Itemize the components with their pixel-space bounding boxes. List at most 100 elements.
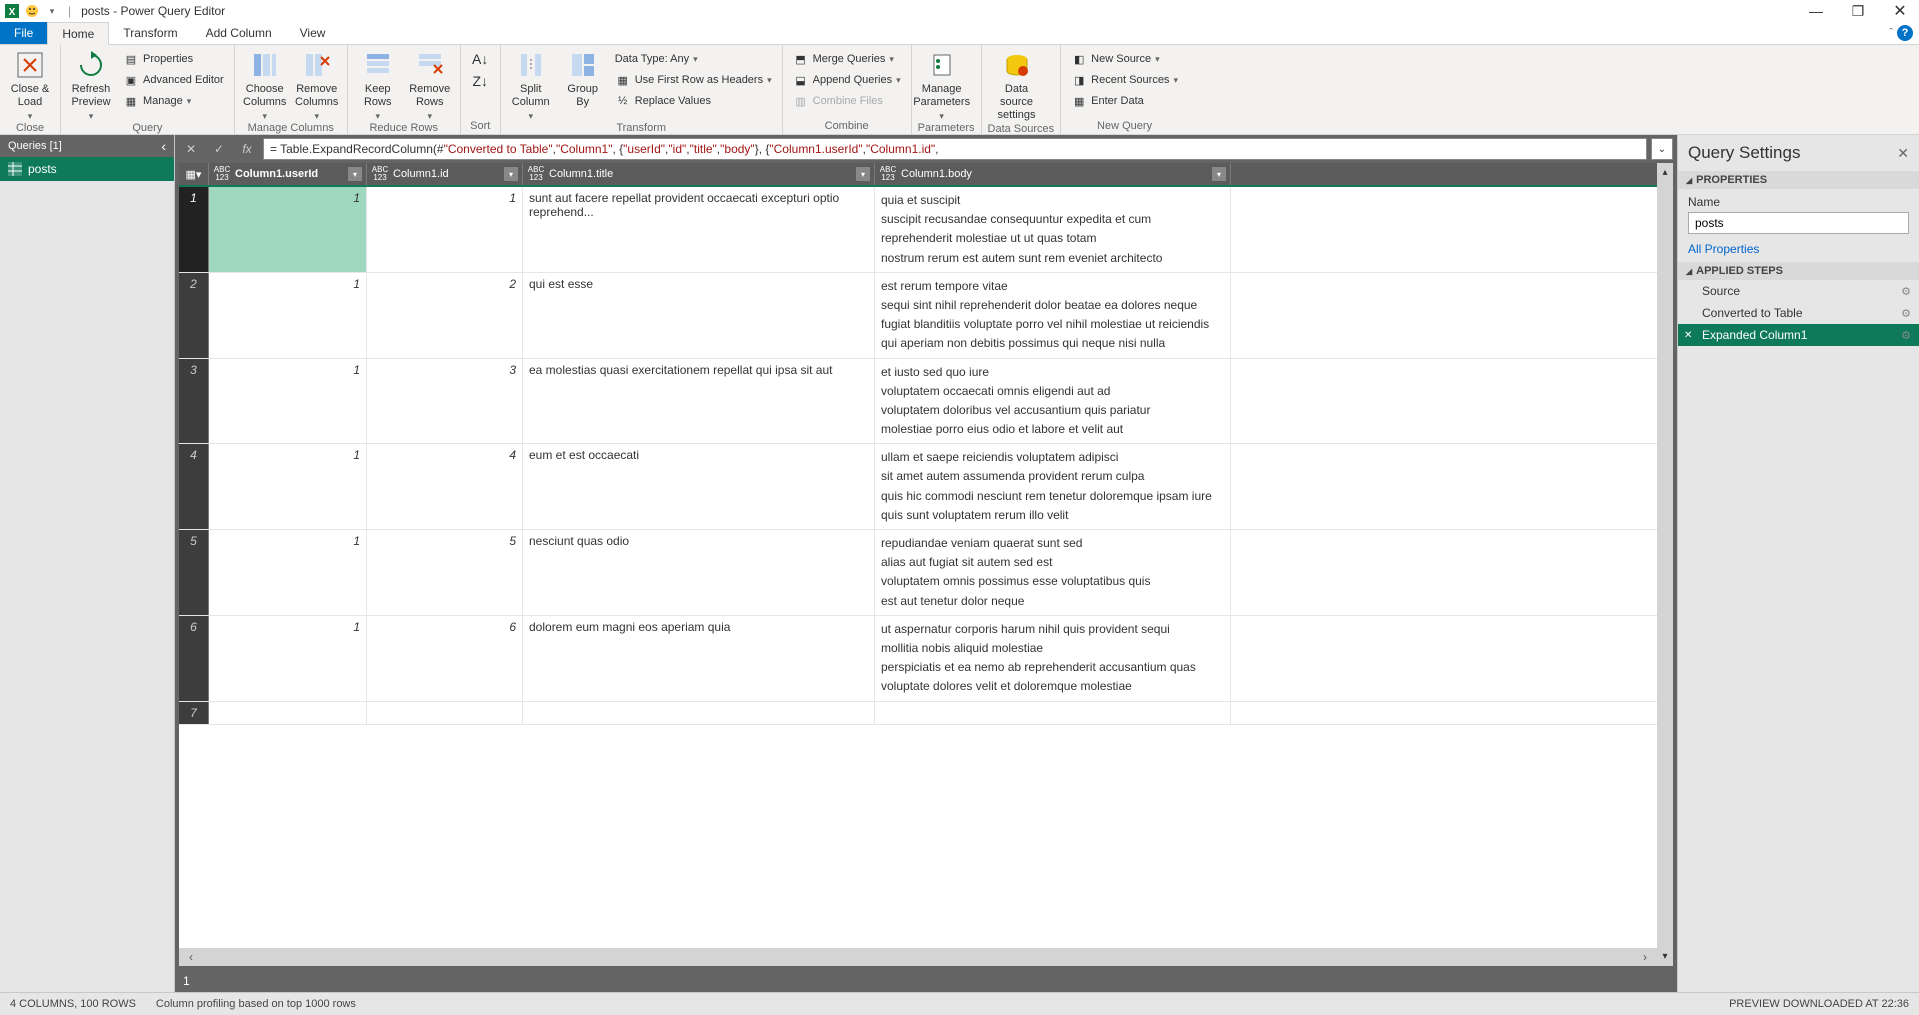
cell-userid[interactable]: 1 (209, 616, 367, 701)
applied-step[interactable]: Source⚙ (1678, 280, 1919, 302)
cell-id[interactable] (367, 702, 523, 724)
tab-view[interactable]: View (286, 22, 340, 44)
manage-button[interactable]: ▦Manage (119, 91, 228, 111)
manage-parameters-button[interactable]: Manage Parameters (918, 47, 966, 122)
formula-input[interactable]: = Table.ExpandRecordColumn(# "Converted … (263, 138, 1647, 160)
query-item-posts[interactable]: posts (0, 157, 174, 181)
table-row[interactable]: 313ea molestias quasi exercitationem rep… (179, 359, 1657, 445)
table-options-icon[interactable]: ▦▾ (179, 163, 209, 185)
scroll-up-icon[interactable]: ▴ (1662, 167, 1667, 178)
combine-files-button[interactable]: ▥Combine Files (789, 91, 905, 111)
cell-title[interactable]: ea molestias quasi exercitationem repell… (523, 359, 875, 444)
horizontal-scrollbar[interactable]: ‹ › (179, 948, 1657, 966)
column-header-body[interactable]: ABC123 Column1.body ▾ (875, 163, 1231, 185)
query-name-input[interactable] (1688, 212, 1909, 234)
tab-transform[interactable]: Transform (109, 22, 191, 44)
tab-file[interactable]: File (0, 22, 47, 44)
group-by-button[interactable]: Group By (559, 47, 607, 122)
gear-icon[interactable]: ⚙ (1901, 285, 1911, 298)
append-queries-button[interactable]: ⬓Append Queries (789, 70, 905, 90)
cell-id[interactable]: 5 (367, 530, 523, 615)
data-type-button[interactable]: Data Type: Any (611, 49, 776, 69)
merge-queries-button[interactable]: ⬒Merge Queries (789, 49, 905, 69)
filter-icon[interactable]: ▾ (856, 167, 870, 181)
formula-cancel-icon[interactable]: ✕ (179, 138, 203, 160)
cell-id[interactable]: 6 (367, 616, 523, 701)
column-header-id[interactable]: ABC123 Column1.id ▾ (367, 163, 523, 185)
cell-title[interactable] (523, 702, 875, 724)
gear-icon[interactable]: ⚙ (1901, 307, 1911, 320)
cell-id[interactable]: 3 (367, 359, 523, 444)
qat-dropdown[interactable]: ▾ (44, 3, 60, 19)
replace-values-button[interactable]: ½Replace Values (611, 91, 776, 111)
tab-add-column[interactable]: Add Column (192, 22, 286, 44)
table-row[interactable]: 111sunt aut facere repellat provident oc… (179, 187, 1657, 273)
sort-asc-button[interactable]: A↓ (472, 51, 488, 67)
recent-sources-button[interactable]: ◨Recent Sources (1067, 70, 1182, 90)
cell-title[interactable]: qui est esse (523, 273, 875, 358)
advanced-editor-button[interactable]: ▣Advanced Editor (119, 70, 228, 90)
smiley-icon[interactable] (24, 3, 40, 19)
cell-title[interactable]: sunt aut facere repellat provident occae… (523, 187, 875, 272)
table-row[interactable]: 212qui est esseest rerum tempore vitae s… (179, 273, 1657, 359)
cell-userid[interactable]: 1 (209, 530, 367, 615)
cell-body[interactable]: ullam et saepe reiciendis voluptatem adi… (875, 444, 1231, 529)
queries-collapse-icon[interactable]: ‹ (161, 138, 166, 154)
cell-userid[interactable] (209, 702, 367, 724)
formula-accept-icon[interactable]: ✓ (207, 138, 231, 160)
enter-data-button[interactable]: ▦Enter Data (1067, 91, 1182, 111)
data-source-settings-button[interactable]: Data source settings (988, 47, 1046, 123)
settings-close-icon[interactable]: ✕ (1897, 145, 1909, 162)
help-icon[interactable]: ? (1897, 25, 1913, 41)
column-header-title[interactable]: ABC123 Column1.title ▾ (523, 163, 875, 185)
remove-columns-button[interactable]: Remove Columns (293, 47, 341, 122)
properties-button[interactable]: ▤Properties (119, 49, 228, 69)
table-row[interactable]: 515nesciunt quas odiorepudiandae veniam … (179, 530, 1657, 616)
remove-rows-button[interactable]: Remove Rows (406, 47, 454, 122)
scroll-left-icon[interactable]: ‹ (183, 950, 199, 964)
minimize-button[interactable]: — (1801, 1, 1831, 21)
cell-body[interactable]: est rerum tempore vitae sequi sint nihil… (875, 273, 1231, 358)
formula-expand-icon[interactable]: ⌄ (1651, 138, 1673, 160)
table-row[interactable]: 616dolorem eum magni eos aperiam quiaut … (179, 616, 1657, 702)
formula-fx-icon[interactable]: fx (235, 138, 259, 160)
cell-title[interactable]: dolorem eum magni eos aperiam quia (523, 616, 875, 701)
tab-home[interactable]: Home (47, 22, 109, 45)
column-header-userid[interactable]: ABC123 Column1.userId ▾ (209, 163, 367, 185)
cell-body[interactable]: et iusto sed quo iure voluptatem occaeca… (875, 359, 1231, 444)
split-column-button[interactable]: Split Column (507, 47, 555, 122)
gear-icon[interactable]: ⚙ (1901, 329, 1911, 342)
cell-userid[interactable]: 1 (209, 273, 367, 358)
new-source-button[interactable]: ◧New Source (1067, 49, 1182, 69)
table-row[interactable]: 414eum et est occaecatiullam et saepe re… (179, 444, 1657, 530)
cell-title[interactable]: eum et est occaecati (523, 444, 875, 529)
filter-icon[interactable]: ▾ (348, 167, 362, 181)
cell-userid[interactable]: 1 (209, 187, 367, 272)
close-button[interactable]: ✕ (1885, 1, 1915, 21)
filter-icon[interactable]: ▾ (1212, 167, 1226, 181)
all-properties-link[interactable]: All Properties (1688, 242, 1909, 256)
close-load-button[interactable]: Close & Load (6, 47, 54, 122)
cell-body[interactable] (875, 702, 1231, 724)
cell-body[interactable]: repudiandae veniam quaerat sunt sed alia… (875, 530, 1231, 615)
cell-id[interactable]: 2 (367, 273, 523, 358)
applied-steps-header[interactable]: APPLIED STEPS (1678, 262, 1919, 280)
scroll-right-icon[interactable]: › (1637, 950, 1653, 964)
choose-columns-button[interactable]: Choose Columns (241, 47, 289, 122)
ribbon-collapse-icon[interactable]: ˆ (1889, 27, 1893, 39)
cell-title[interactable]: nesciunt quas odio (523, 530, 875, 615)
filter-icon[interactable]: ▾ (504, 167, 518, 181)
first-row-headers-button[interactable]: ▦Use First Row as Headers (611, 70, 776, 90)
cell-userid[interactable]: 1 (209, 444, 367, 529)
cell-userid[interactable]: 1 (209, 359, 367, 444)
maximize-button[interactable]: ❐ (1843, 1, 1873, 21)
scroll-down-icon[interactable]: ▾ (1662, 951, 1667, 962)
keep-rows-button[interactable]: Keep Rows (354, 47, 402, 122)
refresh-preview-button[interactable]: Refresh Preview (67, 47, 115, 122)
sort-desc-button[interactable]: Z↓ (472, 73, 488, 89)
applied-step[interactable]: Converted to Table⚙ (1678, 302, 1919, 324)
table-row[interactable]: 7 (179, 702, 1657, 725)
applied-step[interactable]: Expanded Column1⚙ (1678, 324, 1919, 346)
cell-body[interactable]: ut aspernatur corporis harum nihil quis … (875, 616, 1231, 701)
cell-id[interactable]: 1 (367, 187, 523, 272)
